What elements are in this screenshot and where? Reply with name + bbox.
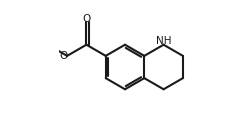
Text: O: O — [82, 14, 90, 24]
Text: NH: NH — [156, 36, 172, 46]
Text: O: O — [59, 51, 67, 61]
